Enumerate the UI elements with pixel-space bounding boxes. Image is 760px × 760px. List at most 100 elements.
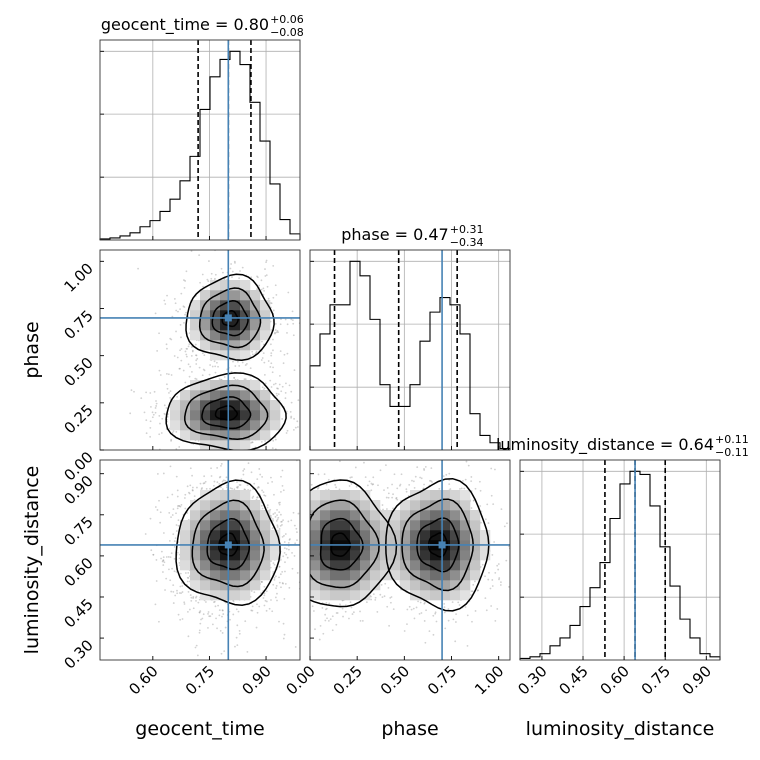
histogram-phase: [309, 260, 511, 450]
density-cell: [240, 550, 251, 561]
sample-point: [286, 332, 288, 334]
sample-point: [215, 617, 217, 620]
sample-point: [213, 484, 215, 487]
sample-point: [263, 494, 266, 497]
hist-panel-phase: phase = 0.47 +0.31−0.34: [309, 223, 511, 451]
sample-point: [210, 467, 212, 470]
contour-line: [221, 310, 239, 328]
sample-point: [348, 617, 350, 620]
sample-point: [189, 594, 192, 596]
sample-point: [190, 599, 193, 602]
sample-point: [149, 420, 152, 423]
density-cell: [210, 380, 221, 391]
sample-point: [219, 475, 222, 478]
sample-point: [177, 524, 180, 527]
sample-point: [187, 363, 190, 366]
sample-point: [257, 486, 260, 489]
sample-point: [155, 580, 158, 582]
sample-point: [261, 386, 264, 389]
sample-point: [246, 651, 249, 653]
density-cell: [230, 510, 241, 521]
sample-point: [236, 481, 238, 483]
sample-point: [185, 355, 188, 358]
sample-point: [281, 582, 284, 584]
sample-point: [256, 276, 259, 279]
sample-point: [243, 468, 246, 470]
sample-point: [281, 469, 284, 472]
sample-point: [194, 377, 197, 380]
sample-point: [187, 610, 189, 613]
sample-point: [169, 556, 172, 559]
sample-point: [276, 524, 279, 527]
sample-point: [271, 527, 274, 529]
density-cell: [220, 550, 231, 561]
sample-point: [158, 332, 160, 335]
sample-point: [270, 354, 273, 357]
sample-point: [202, 368, 205, 371]
density-cell: [200, 310, 211, 321]
sample-point: [256, 496, 259, 498]
sample-point: [203, 475, 206, 478]
sample-point: [213, 600, 216, 603]
sample-point: [236, 360, 239, 363]
sample-point: [280, 390, 283, 393]
sample-point: [185, 353, 188, 356]
sample-point: [274, 382, 277, 385]
sample-point: [390, 596, 393, 598]
density-cell: [190, 580, 201, 591]
sample-point: [370, 489, 373, 492]
sample-point: [171, 431, 174, 434]
sample-point: [226, 484, 228, 487]
sample-point: [472, 499, 475, 502]
sample-point: [317, 473, 320, 476]
sample-point: [190, 596, 193, 599]
sample-point: [269, 366, 272, 368]
sample-point: [162, 559, 165, 561]
density-cell: [210, 340, 221, 351]
density-cell: [200, 400, 211, 411]
sample-point: [198, 611, 201, 614]
sample-point: [276, 394, 278, 397]
density-cell: [220, 500, 231, 511]
sample-point: [445, 473, 448, 476]
sample-point: [261, 580, 263, 583]
sample-point: [221, 480, 224, 483]
sample-point: [162, 556, 165, 559]
sample-point: [290, 519, 293, 522]
sample-point: [200, 488, 203, 490]
sample-point: [296, 426, 299, 428]
density-cell: [250, 300, 261, 311]
sample-point: [187, 571, 190, 574]
sample-point: [351, 613, 354, 615]
sample-point: [172, 508, 175, 511]
density-cell: [200, 530, 211, 541]
sample-point: [184, 507, 187, 510]
sample-point: [230, 370, 233, 373]
panel-frame: [99, 249, 301, 451]
sample-point: [171, 514, 174, 516]
sample-point: [170, 516, 172, 519]
sample-point: [233, 260, 236, 263]
sample-point: [179, 323, 182, 326]
sample-point: [293, 369, 296, 371]
sample-point: [272, 519, 274, 522]
sample-point: [251, 605, 254, 608]
density-cell: [240, 320, 251, 331]
sample-point: [280, 475, 282, 478]
density-cell: [260, 560, 271, 571]
sample-point: [284, 391, 287, 394]
sample-point: [150, 549, 153, 552]
hist-panel-geocent_time: geocent_time = 0.80 +0.06−0.08: [99, 13, 304, 241]
sample-point: [175, 530, 178, 532]
sample-point: [288, 538, 291, 541]
sample-point: [231, 270, 234, 273]
sample-point: [184, 313, 186, 316]
sample-point: [280, 520, 283, 523]
sample-point: [175, 524, 178, 526]
sample-point: [331, 629, 334, 632]
sample-point: [278, 502, 280, 504]
sample-point: [221, 488, 224, 491]
sample-point: [275, 331, 278, 334]
sample-point: [176, 551, 179, 554]
sample-point: [169, 396, 172, 399]
